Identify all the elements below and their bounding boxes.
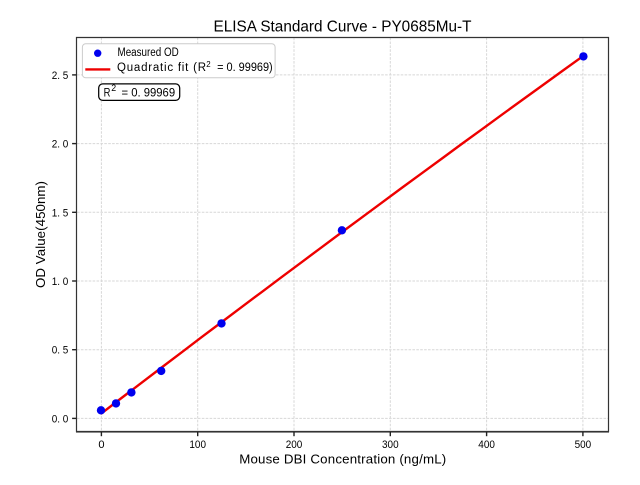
svg-text:300: 300	[382, 439, 399, 451]
svg-text:= 0. 99969): = 0. 99969)	[217, 62, 273, 74]
svg-text:0. 5: 0. 5	[52, 345, 69, 357]
svg-text:R: R	[104, 86, 111, 100]
svg-text:2. 0: 2. 0	[52, 139, 69, 151]
svg-text:OD Value(450nm): OD Value(450nm)	[33, 181, 48, 288]
svg-text:0: 0	[98, 439, 104, 451]
svg-text:500: 500	[575, 439, 592, 451]
svg-text:= 0. 99969: = 0. 99969	[122, 86, 176, 100]
svg-text:Quadratic fit (R: Quadratic fit (R	[117, 62, 206, 74]
svg-text:1. 5: 1. 5	[52, 207, 69, 219]
svg-text:Mouse DBI Concentration (ng/mL: Mouse DBI Concentration (ng/mL)	[239, 452, 446, 467]
svg-text:Measured OD: Measured OD	[118, 47, 179, 59]
svg-text:0. 0: 0. 0	[52, 413, 69, 425]
svg-text:2: 2	[111, 83, 116, 93]
svg-text:2. 5: 2. 5	[52, 70, 69, 82]
svg-text:ELISA Standard Curve - PY0685M: ELISA Standard Curve - PY0685Mu-T	[214, 19, 472, 36]
svg-text:2: 2	[206, 60, 210, 69]
svg-text:200: 200	[286, 439, 303, 451]
svg-text:400: 400	[478, 439, 495, 451]
svg-text:100: 100	[189, 439, 206, 451]
svg-text:1. 0: 1. 0	[52, 276, 69, 288]
